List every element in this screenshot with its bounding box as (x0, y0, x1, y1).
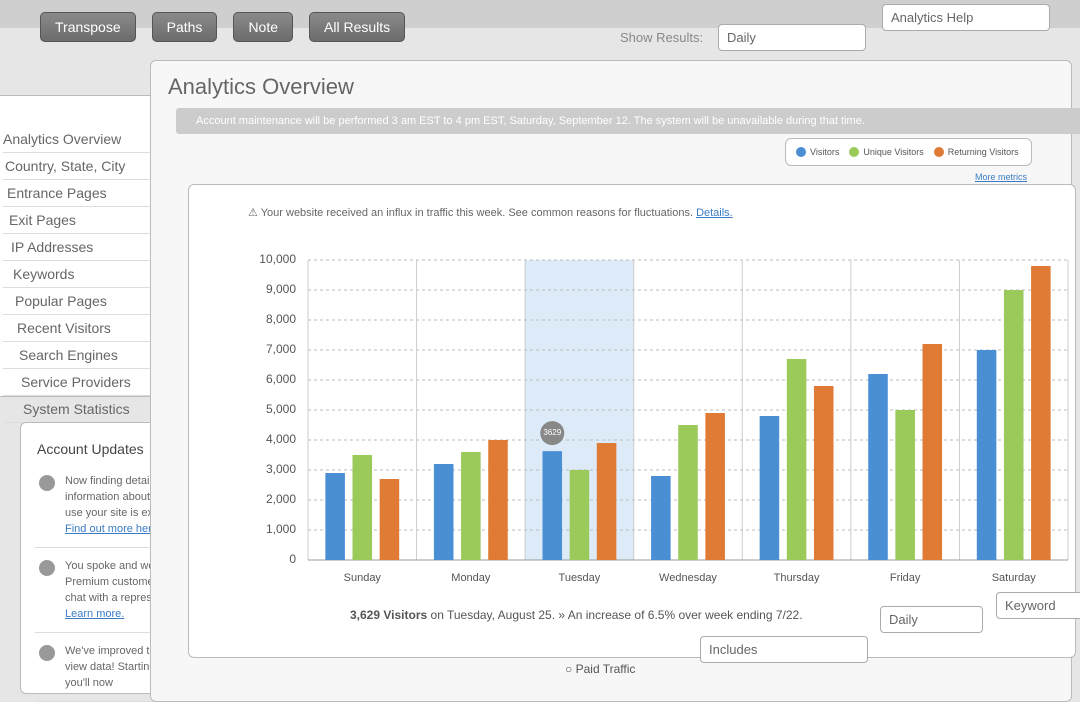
sidebar-item[interactable]: Search Engines (3, 342, 191, 369)
update-link[interactable]: Learn more. (65, 608, 125, 620)
show-results-label: Show Results: (620, 30, 704, 45)
summary-count: 3,629 Visitors (350, 608, 428, 622)
y-tick-label: 10,000 (259, 252, 296, 266)
bar (352, 455, 373, 560)
bar (976, 350, 997, 560)
sidebar-item[interactable]: Keywords (3, 261, 191, 288)
bar (922, 344, 943, 560)
toolbar-button[interactable]: Note (233, 12, 294, 42)
legend-item: Visitors (796, 147, 839, 157)
legend-label: Returning Visitors (947, 147, 1019, 157)
updates-title: Account Updates (37, 441, 144, 457)
period-select[interactable]: Daily (880, 606, 983, 633)
bar (433, 464, 454, 560)
sidebar-item[interactable]: Analytics Overview (3, 126, 191, 153)
sidebar-item[interactable]: Exit Pages (3, 207, 191, 234)
sidebar-item[interactable]: Service Providers (3, 369, 191, 396)
paid-traffic-label: Paid Traffic (575, 662, 636, 676)
bar (325, 473, 345, 560)
tooltip-bubble (540, 421, 565, 446)
y-tick-label: 8,000 (266, 312, 296, 326)
x-tick-label: Sunday (344, 572, 382, 584)
more-metrics[interactable]: More metrics (975, 172, 1028, 182)
bar (759, 416, 780, 560)
bar (705, 413, 725, 560)
x-tick-label: Tuesday (559, 572, 601, 584)
legend-dot (796, 147, 806, 157)
chart: 0 1,000 2,000 3,000 4,000 5,000 6,000 7,000 8,00… (259, 252, 1069, 584)
bar (1003, 290, 1024, 560)
toolbar-buttons: Transpose Paths Note All Results (40, 12, 406, 42)
y-tick-label: 6,000 (266, 372, 296, 386)
bar (596, 443, 617, 560)
y-tick-label: 4,000 (266, 432, 296, 446)
sidebar-item[interactable]: IP Addresses (3, 234, 191, 261)
legend: Visitors Unique Visitors Returning Visitor… (785, 138, 1032, 166)
legend-label: Unique Visitors (863, 147, 924, 157)
y-tick-label: 0 (289, 552, 296, 566)
show-results-select[interactable]: Daily (718, 24, 866, 51)
bar (569, 470, 590, 560)
bar (868, 374, 888, 560)
y-tick-label: 3,000 (266, 462, 296, 476)
legend-dot (933, 147, 944, 157)
bar (786, 359, 807, 560)
includes-select[interactable]: Includes (700, 636, 868, 663)
y-tick-label: 9,000 (266, 282, 296, 296)
legend-dot (849, 147, 860, 157)
legend-label: Visitors (810, 147, 840, 157)
update-link[interactable]: Find out more here. (65, 523, 161, 535)
sidebar-item[interactable]: Popular Pages (3, 288, 191, 315)
y-tick-label: 2,000 (266, 492, 296, 506)
y-tick-label: 5,000 (266, 402, 296, 416)
legend-item: Returning Visitors (933, 147, 1019, 157)
alert-link[interactable]: Details. (696, 207, 733, 219)
bar (1031, 266, 1051, 560)
bar (461, 452, 481, 560)
sidebar-item[interactable]: Country, State, City (3, 153, 191, 180)
y-tick-label: 7,000 (266, 342, 296, 356)
maintenance-banner: Account maintenance will be performed 3 … (176, 108, 1080, 134)
bar (895, 410, 915, 560)
toolbar-button[interactable]: All Results (309, 12, 406, 42)
summary: 3,629 Visitors on Tuesday, August 25. » … (350, 608, 803, 622)
x-tick-label: Monday (451, 572, 491, 584)
sidebar-item[interactable]: Recent Visitors (3, 315, 191, 342)
keyword-input[interactable]: Keyword (996, 592, 1080, 619)
bar (651, 476, 671, 560)
help-search[interactable]: Analytics Help (882, 4, 1050, 31)
x-tick-label: Saturday (992, 572, 1037, 584)
sidebar-item[interactable]: Entrance Pages (3, 180, 191, 207)
y-tick-label: 1,000 (266, 522, 296, 536)
x-tick-label: Wednesday (659, 572, 717, 584)
bar (379, 479, 400, 560)
bar (813, 386, 834, 560)
page-title: Analytics Overview (168, 74, 354, 99)
alert: ⚠ Your website received an influx in tra… (248, 207, 733, 219)
bar (542, 451, 563, 560)
toolbar-button[interactable]: Paths (151, 12, 218, 42)
bar (678, 425, 698, 560)
legend-item: Unique Visitors (849, 147, 924, 157)
bar (488, 440, 508, 560)
x-tick-label: Friday (890, 572, 921, 584)
sidebar-list: Analytics Overview Country, State, City En… (0, 96, 211, 423)
paid-traffic[interactable]: ○ Paid Traffic (565, 662, 636, 676)
x-tick-label: Thursday (774, 572, 820, 584)
toolbar-button[interactable]: Transpose (40, 12, 136, 42)
summary-text: on Tuesday, August 25. » An increase of … (430, 608, 803, 622)
alert-text: Your website received an influx in traff… (260, 207, 693, 219)
tooltip-label: 3629 (543, 428, 561, 437)
